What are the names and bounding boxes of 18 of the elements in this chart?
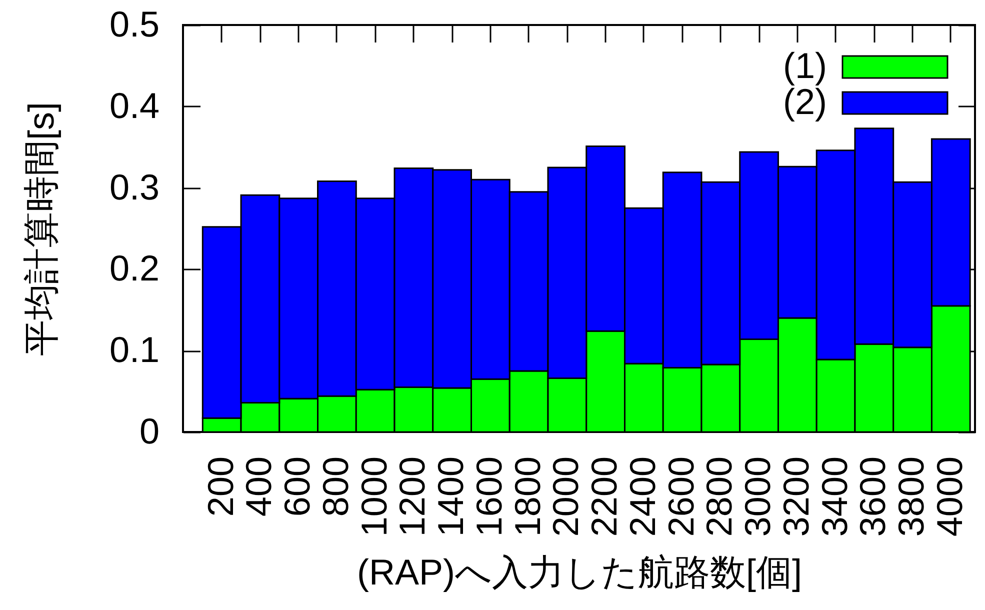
y-tick-label: 0.1 bbox=[109, 329, 160, 370]
x-tick-label: 1800 bbox=[506, 456, 548, 537]
x-tick-label: 3600 bbox=[852, 456, 894, 537]
x-tick-label: 2800 bbox=[698, 456, 740, 537]
x-axis-title: (RAP)へ入力した航路数[個] bbox=[356, 552, 802, 593]
y-tick-label: 0.4 bbox=[109, 84, 160, 126]
x-tick-label: 400 bbox=[238, 456, 280, 517]
x-tick-label: 2000 bbox=[545, 456, 586, 537]
y-tick-label: 0.3 bbox=[109, 166, 160, 208]
x-tick-label: 200 bbox=[200, 456, 241, 517]
x-tick-label: 1200 bbox=[392, 456, 433, 537]
y-tick-label: 0.5 bbox=[109, 4, 160, 44]
y-axis-title: 平均計算時間[s] bbox=[20, 102, 62, 356]
x-tick-label: 2600 bbox=[660, 456, 702, 537]
x-tick-label: 1000 bbox=[353, 456, 394, 537]
x-tick-label: 3400 bbox=[814, 456, 855, 537]
y-tick-label: 0.2 bbox=[109, 248, 160, 289]
y-tick-label: 0 bbox=[139, 410, 160, 452]
